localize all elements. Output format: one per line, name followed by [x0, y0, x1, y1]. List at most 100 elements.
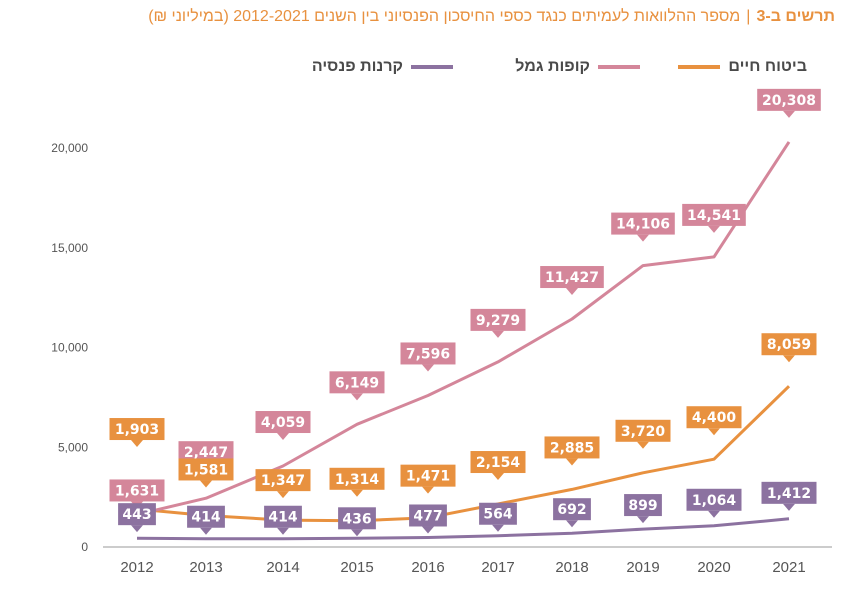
data-label-pointer [277, 491, 289, 499]
data-label-pointer [783, 110, 795, 118]
data-label: 564 [479, 502, 517, 532]
data-label-text: 414 [191, 510, 220, 526]
data-label: 414 [264, 505, 302, 535]
y-tick-label: 10,000 [51, 341, 88, 355]
x-tick-label: 2017 [481, 559, 514, 576]
chart-title: תרשים ב-3 | מספר ההלוואות לעמיתים כנגד כספ… [148, 8, 835, 26]
x-tick-label: 2021 [772, 559, 805, 576]
data-label-box [338, 507, 376, 530]
data-label: 2,885 [544, 436, 600, 466]
data-label-pointer [492, 524, 504, 532]
data-label-box [178, 458, 234, 481]
x-tick-label: 2015 [340, 559, 373, 576]
data-label-pointer [277, 433, 289, 441]
data-label-text: 564 [483, 507, 512, 523]
data-label: 1,064 [686, 488, 742, 518]
data-label-pointer [422, 486, 434, 494]
data-label-text: 2,154 [476, 455, 521, 471]
data-label-text: 1,412 [767, 486, 811, 502]
data-label-box [540, 266, 604, 289]
data-label-pointer [131, 525, 143, 533]
data-label-text: 20,308 [762, 93, 816, 109]
data-label-box [400, 342, 456, 365]
legend-swatch-provident-funds [598, 65, 640, 69]
data-label-pointer [351, 393, 363, 401]
data-label: 4,400 [686, 406, 742, 436]
data-label-text: 9,279 [476, 313, 520, 329]
data-label: 1,314 [329, 467, 385, 497]
data-label: 6,149 [329, 371, 385, 401]
data-label-pointer [351, 489, 363, 497]
data-label-text: 7,596 [406, 346, 450, 362]
data-label-pointer [566, 458, 578, 466]
data-label-text: 1,064 [692, 493, 737, 509]
y-tick-label: 20,000 [51, 141, 88, 155]
data-label-pointer [566, 520, 578, 528]
data-label-box [178, 441, 234, 464]
data-label-text: 14,541 [687, 208, 741, 224]
legend-item-pension-funds: קרנות פנסיה [312, 58, 453, 76]
data-label: 2,154 [470, 451, 526, 481]
data-label-box [682, 203, 746, 226]
legend-label-pension-funds: קרנות פנסיה [311, 58, 403, 75]
data-label-text: 2,885 [550, 440, 594, 456]
data-label-box [686, 406, 742, 429]
data-label-text: 899 [628, 498, 657, 514]
data-label-pointer [200, 480, 212, 488]
data-label: 1,471 [400, 464, 456, 494]
data-label-box [624, 494, 662, 517]
data-label-pointer [708, 225, 720, 233]
data-label-pointer [422, 364, 434, 372]
legend-item-provident-funds: קופות גמל [515, 58, 640, 76]
data-label-box [109, 479, 165, 502]
data-label-box [264, 505, 302, 528]
data-label-text: 1,347 [261, 473, 305, 489]
data-label: 692 [553, 498, 591, 528]
data-label-box [611, 212, 675, 235]
x-tick-label: 2019 [626, 559, 659, 576]
legend-swatch-life-insurance [678, 65, 721, 69]
data-label-box [255, 469, 311, 492]
data-label: 436 [338, 507, 376, 537]
chart-number: תרשים ב-3 [756, 8, 835, 25]
data-label-box [470, 451, 526, 474]
data-label-pointer [422, 526, 434, 534]
data-label-box [409, 504, 447, 527]
data-label: 9,279 [470, 308, 526, 338]
data-label-box [109, 418, 165, 441]
data-label-text: 8,059 [767, 337, 811, 353]
data-label: 1,581 [178, 458, 234, 488]
data-label-text: 414 [268, 510, 297, 526]
data-label: 14,106 [611, 212, 675, 242]
legend-swatch-pension-funds [411, 65, 453, 69]
data-label-pointer [783, 355, 795, 363]
series-line-pension-funds [136, 517, 790, 541]
y-tick-label: 15,000 [51, 241, 88, 255]
data-label-box [479, 502, 517, 525]
data-label-text: 4,400 [692, 410, 737, 426]
series-lines [136, 141, 791, 541]
data-label-text: 11,427 [545, 270, 599, 286]
data-label-text: 692 [557, 502, 586, 518]
data-label: 1,903 [109, 418, 165, 448]
data-label-text: 1,903 [115, 422, 159, 438]
data-label-box [615, 419, 671, 442]
data-label: 477 [409, 504, 447, 534]
data-label-text: 2,447 [184, 445, 228, 461]
y-axis: 0 5,000 10,000 15,000 20,000 [51, 141, 88, 554]
y-tick-label: 0 [81, 540, 88, 554]
data-label-text: 1,314 [335, 472, 380, 488]
y-tick-label: 5,000 [58, 440, 88, 454]
data-label-pointer [277, 527, 289, 535]
x-tick-label: 2016 [411, 559, 444, 576]
data-label-box [329, 371, 385, 394]
data-label-box [686, 488, 742, 511]
data-label-box [544, 436, 600, 459]
data-label-text: 6,149 [335, 375, 379, 391]
data-label-pointer [492, 330, 504, 338]
data-label: 1,412 [761, 481, 817, 511]
data-label: 1,347 [255, 469, 311, 499]
data-label: 20,308 [757, 88, 821, 118]
data-label: 3,720 [615, 419, 671, 449]
data-label-pointer [708, 428, 720, 436]
